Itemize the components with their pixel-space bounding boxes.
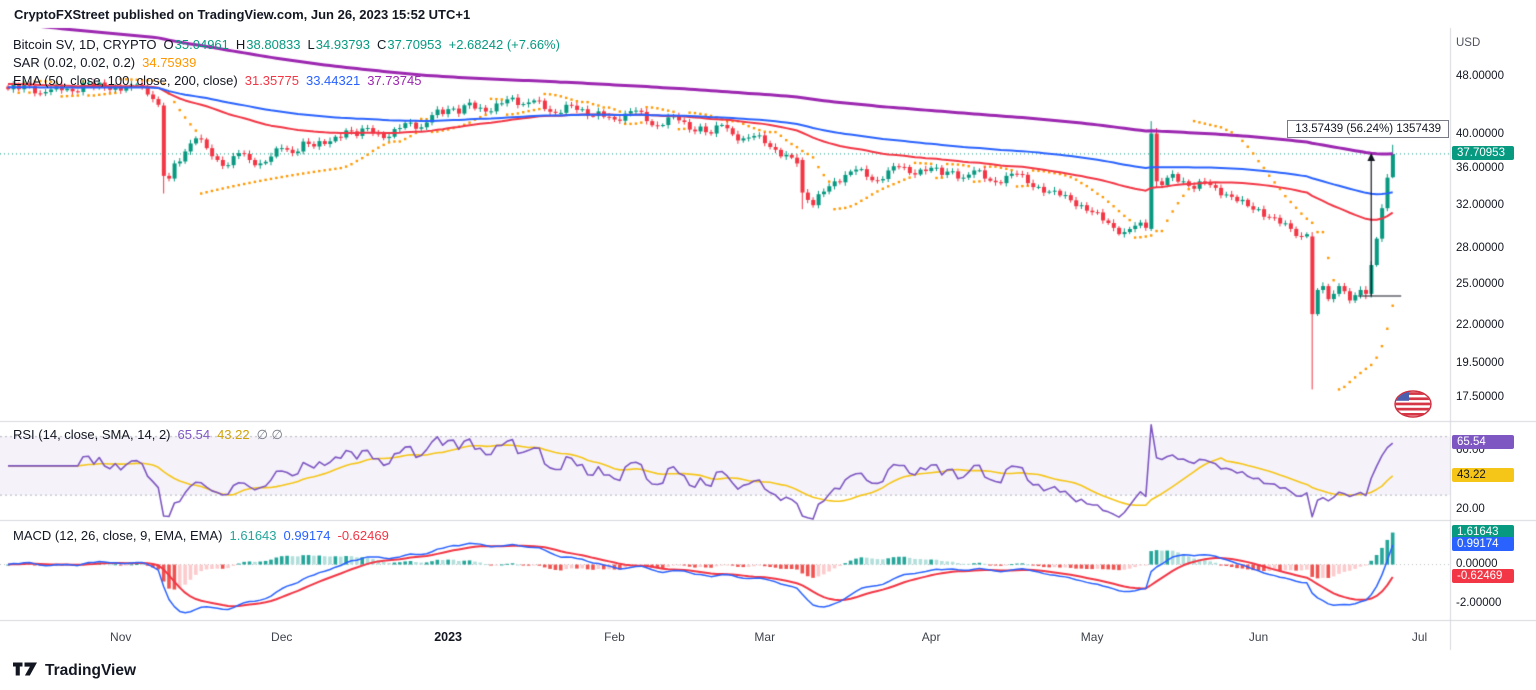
rsi-value-badge: 65.54 xyxy=(1452,435,1514,450)
rsi-legend-row[interactable]: RSI (14, close, SMA, 14, 2) 65.54 43.22 … xyxy=(13,427,283,445)
time-axis-label: Dec xyxy=(271,630,293,644)
price-axis-label: 40.00000 xyxy=(1456,128,1504,141)
close-value: C 37.70953 xyxy=(377,37,442,52)
macd-signal-value: -0.62469 xyxy=(337,528,389,543)
rsi-indicator-name: RSI (14, close, SMA, 14, 2) xyxy=(13,427,171,442)
ema50-value: 31.35775 xyxy=(244,73,299,88)
macd-pane-legend: MACD (12, 26, close, 9, EMA, EMA) 1.6164… xyxy=(13,528,389,546)
time-axis-label: May xyxy=(1080,630,1104,644)
macd-axis-label: 0.00000 xyxy=(1456,557,1498,570)
ema100-value: 33.44321 xyxy=(305,73,361,88)
sar-value: 34.75939 xyxy=(142,55,197,70)
ema200-value: 37.73745 xyxy=(367,73,422,88)
currency-label: USD xyxy=(1456,37,1481,49)
time-axis-label: 2023 xyxy=(434,630,462,644)
time-axis-label: Jun xyxy=(1248,630,1269,644)
macd-legend-row[interactable]: MACD (12, 26, close, 9, EMA, EMA) 1.6164… xyxy=(13,528,389,546)
price-axis-label: 19.50000 xyxy=(1456,356,1504,369)
high-value: H 38.80833 xyxy=(235,37,301,52)
ema-legend-row[interactable]: EMA (50, close, 100, close, 200, close) … xyxy=(13,73,560,91)
main-pane-legend: Bitcoin SV, 1D, CRYPTO O 35.04961 H 38.808… xyxy=(13,37,560,91)
sar-indicator-name: SAR (0.02, 0.02, 0.2) xyxy=(13,55,136,70)
price-axis-label: 22.00000 xyxy=(1456,318,1504,331)
symbol-title: Bitcoin SV, 1D, CRYPTO xyxy=(13,37,157,52)
price-axis-label: 32.00000 xyxy=(1456,199,1504,212)
fxstreet-logo xyxy=(1394,390,1432,423)
time-axis-label: Mar xyxy=(754,630,776,644)
macd-hist-value: 1.61643 xyxy=(229,528,277,543)
time-axis-label: Apr xyxy=(921,630,941,644)
macd-value-badge: -0.62469 xyxy=(1452,568,1514,583)
rsi-hidden-bands-value: ∅ ∅ xyxy=(256,427,283,442)
macd-line-value: 0.99174 xyxy=(283,528,331,543)
macd-value-badge: 1.61643 xyxy=(1452,524,1514,539)
time-axis-label: Nov xyxy=(110,630,132,644)
price-axis-label: 25.00000 xyxy=(1456,277,1504,290)
price-axis-label: 36.00000 xyxy=(1456,161,1504,174)
sar-legend-row[interactable]: SAR (0.02, 0.02, 0.2) 34.75939 xyxy=(13,55,560,73)
macd-axis-label: -2.00000 xyxy=(1456,597,1502,610)
footer-branding: TradingView xyxy=(13,660,136,681)
rsi-sma-value: 43.22 xyxy=(217,427,250,442)
measure-annotation-label[interactable]: 13.57439 (56.24%) 1357439 xyxy=(1287,119,1449,138)
rsi-axis-label: 20.00 xyxy=(1456,502,1485,515)
last-price-badge: 37.70953 xyxy=(1452,145,1514,160)
symbol-legend-row[interactable]: Bitcoin SV, 1D, CRYPTO O 35.04961 H 38.808… xyxy=(13,37,560,55)
low-value: L 34.93793 xyxy=(307,37,370,52)
macd-indicator-name: MACD (12, 26, close, 9, EMA, EMA) xyxy=(13,528,223,543)
change-value: +2.68242 (+7.66%) xyxy=(448,37,560,52)
rsi-value: 65.54 xyxy=(177,427,211,442)
tradingview-logo-icon[interactable] xyxy=(13,660,38,681)
price-axis-label: 17.50000 xyxy=(1456,391,1504,404)
time-axis-label: Jul xyxy=(1411,630,1428,644)
time-axis-label: Feb xyxy=(604,630,625,644)
rsi-value-badge: 43.22 xyxy=(1452,467,1514,482)
price-axis-label: 28.00000 xyxy=(1456,241,1504,254)
tradingview-brand[interactable]: TradingView xyxy=(45,661,137,679)
macd-value-badge: 0.99174 xyxy=(1452,536,1514,551)
ema-indicator-name: EMA (50, close, 100, close, 200, close) xyxy=(13,73,238,88)
open-value: O 35.04961 xyxy=(163,37,229,52)
price-axis-label: 48.00000 xyxy=(1456,70,1504,83)
rsi-pane-legend: RSI (14, close, SMA, 14, 2) 65.54 43.22 … xyxy=(13,427,283,445)
